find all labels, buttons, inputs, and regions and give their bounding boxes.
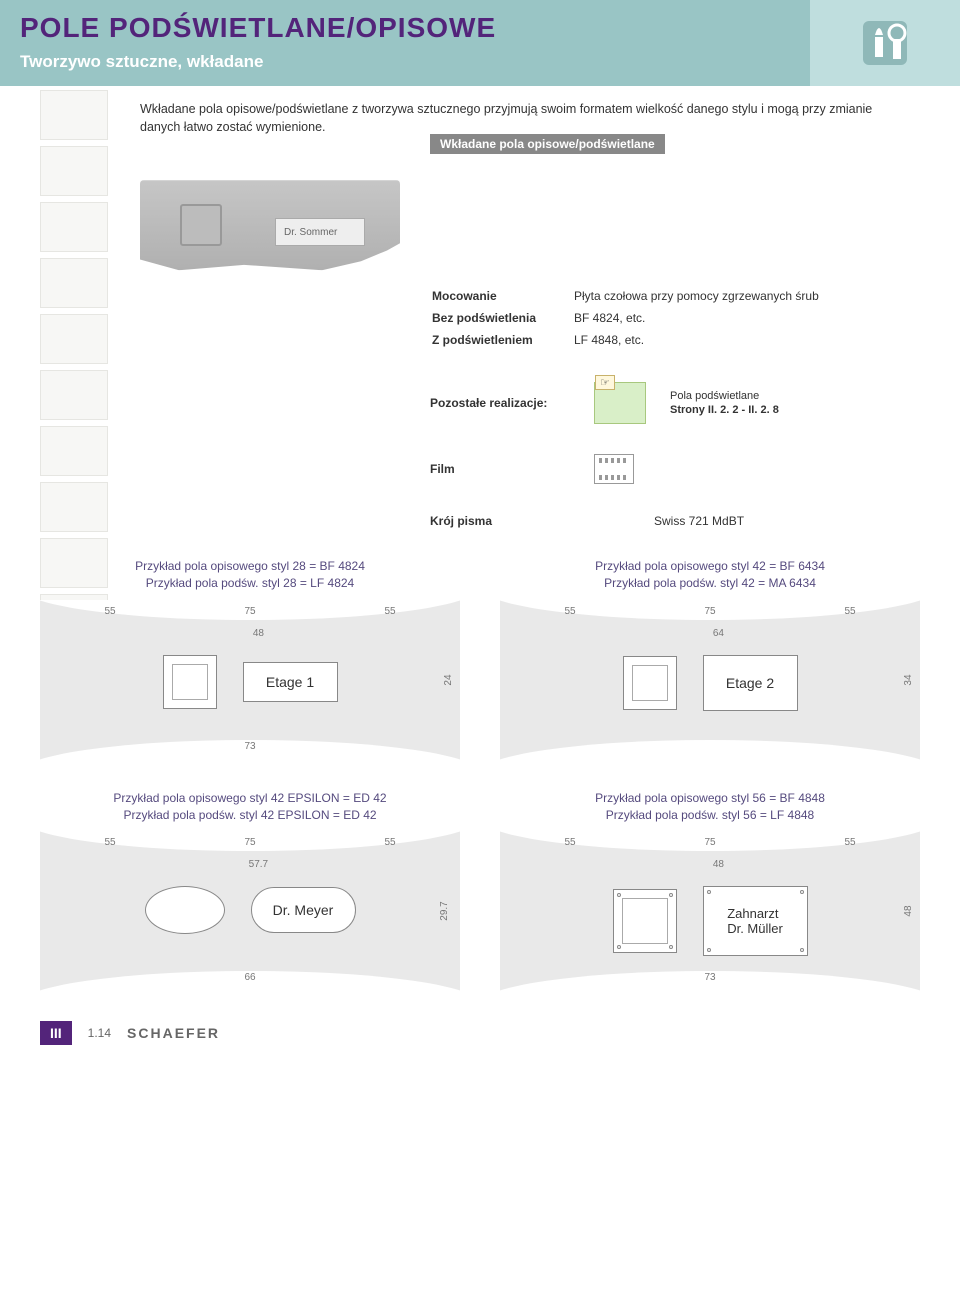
diagram: 55 75 55 48 Etage 1 24 73 [40, 600, 460, 760]
example-caption: Przykład pola opisowego styl 42 = BF 643… [500, 558, 920, 592]
dim-bottom: 73 [500, 972, 920, 983]
example-block: Przykład pola opisowego styl 56 = BF 484… [500, 790, 920, 992]
page-header: POLE PODŚWIETLANE/OPISOWE Tworzywo sztuc… [0, 0, 960, 86]
dim-top: 55 75 55 [40, 606, 460, 617]
example-caption: Przykład pola opisowego styl 56 = BF 484… [500, 790, 920, 824]
brand-name: SCHAEFER [127, 1025, 220, 1041]
thumbnail [40, 90, 108, 140]
spec-val: Płyta czołowa przy pomocy zgrzewanych śr… [574, 286, 841, 306]
film-label: Film [430, 462, 570, 476]
spec-heading: Wkładane pola opisowe/podświetlane [430, 134, 665, 154]
kroj-label: Krój pisma [430, 514, 570, 528]
button-panel [613, 889, 677, 953]
pointer-text: Pola podświetlane Strony II. 2. 2 - II. … [670, 389, 779, 418]
dim-width: 64 [713, 628, 724, 639]
thumbnail [40, 202, 108, 252]
thumbnail [40, 258, 108, 308]
example-block: Przykład pola opisowego styl 42 EPSILON … [40, 790, 460, 992]
page-number: 1.14 [88, 1026, 111, 1040]
table-row: Z podświetleniem LF 4848, etc. [432, 330, 841, 350]
label-plate: Dr. Meyer [251, 887, 356, 933]
spec-key: Z podświetleniem [432, 330, 572, 350]
thumbnail [40, 314, 108, 364]
spec-val: BF 4824, etc. [574, 308, 841, 328]
main-title: POLE PODŚWIETLANE/OPISOWE [20, 12, 940, 44]
pozostale-label: Pozostałe realizacje: [430, 396, 570, 410]
dim-height: 34 [903, 674, 914, 685]
example-block: Przykład pola opisowego styl 42 = BF 643… [500, 558, 920, 760]
dim-height: 48 [903, 906, 914, 917]
spec-key: Mocowanie [432, 286, 572, 306]
film-icon [594, 454, 634, 484]
intro-text: Wkładane pola opisowe/podświetlane z two… [140, 86, 920, 136]
tool-icon [810, 0, 960, 86]
ref-line2: Strony II. 2. 2 - II. 2. 8 [670, 404, 779, 416]
dim-width: 48 [253, 628, 264, 639]
diagram: 55 75 55 48 Zahnarzt Dr. Müller [500, 831, 920, 991]
dim-width: 57.7 [249, 859, 268, 870]
dim-top: 55 75 55 [500, 837, 920, 848]
references-row: Pozostałe realizacje: Pola podświetlane … [430, 382, 920, 424]
product-photo: Dr. Sommer [140, 180, 400, 270]
subtitle: Tworzywo sztuczne, wkładane [20, 52, 940, 72]
thumbnail [40, 370, 108, 420]
dim-bottom: 66 [40, 972, 460, 983]
dim-top: 55 75 55 [40, 837, 460, 848]
diagram: 55 75 55 57.7 Dr. Meyer 29.7 66 [40, 831, 460, 991]
example-caption: Przykład pola opisowego styl 42 EPSILON … [40, 790, 460, 824]
button-panel [623, 656, 677, 710]
dim-height: 24 [443, 674, 454, 685]
examples-grid: Przykład pola opisowego styl 28 = BF 482… [40, 558, 920, 991]
product-button [180, 204, 222, 246]
product-label: Dr. Sommer [275, 218, 365, 246]
dim-height: 29.7 [439, 902, 450, 921]
label-plate: Etage 2 [703, 655, 798, 711]
dim-bottom: 73 [40, 741, 460, 752]
thumbnail-column [40, 90, 108, 650]
spec-key: Bez podświetlenia [432, 308, 572, 328]
thumbnail [40, 538, 108, 588]
dim-top: 55 75 55 [500, 606, 920, 617]
thumbnail [40, 146, 108, 196]
button-panel-oval [145, 886, 225, 934]
thumbnail [40, 426, 108, 476]
ref-line1: Pola podświetlane [670, 390, 759, 402]
label-plate: Etage 1 [243, 662, 338, 702]
table-row: Bez podświetlenia BF 4824, etc. [432, 308, 841, 328]
section-tab: III [40, 1021, 72, 1045]
label-plate: Zahnarzt Dr. Müller [703, 886, 808, 956]
thumbnail [40, 482, 108, 532]
button-panel [163, 655, 217, 709]
pointer-icon [594, 382, 646, 424]
film-row: Film [430, 454, 920, 484]
spec-table: Mocowanie Płyta czołowa przy pomocy zgrz… [430, 284, 843, 352]
kroj-value: Swiss 721 MdBT [654, 514, 744, 528]
dim-width: 48 [713, 859, 724, 870]
table-row: Mocowanie Płyta czołowa przy pomocy zgrz… [432, 286, 841, 306]
diagram: 55 75 55 64 Etage 2 34 [500, 600, 920, 760]
spec-val: LF 4848, etc. [574, 330, 841, 350]
page-footer: III 1.14 SCHAEFER [40, 1021, 920, 1045]
font-row: Krój pisma Swiss 721 MdBT [430, 514, 920, 528]
